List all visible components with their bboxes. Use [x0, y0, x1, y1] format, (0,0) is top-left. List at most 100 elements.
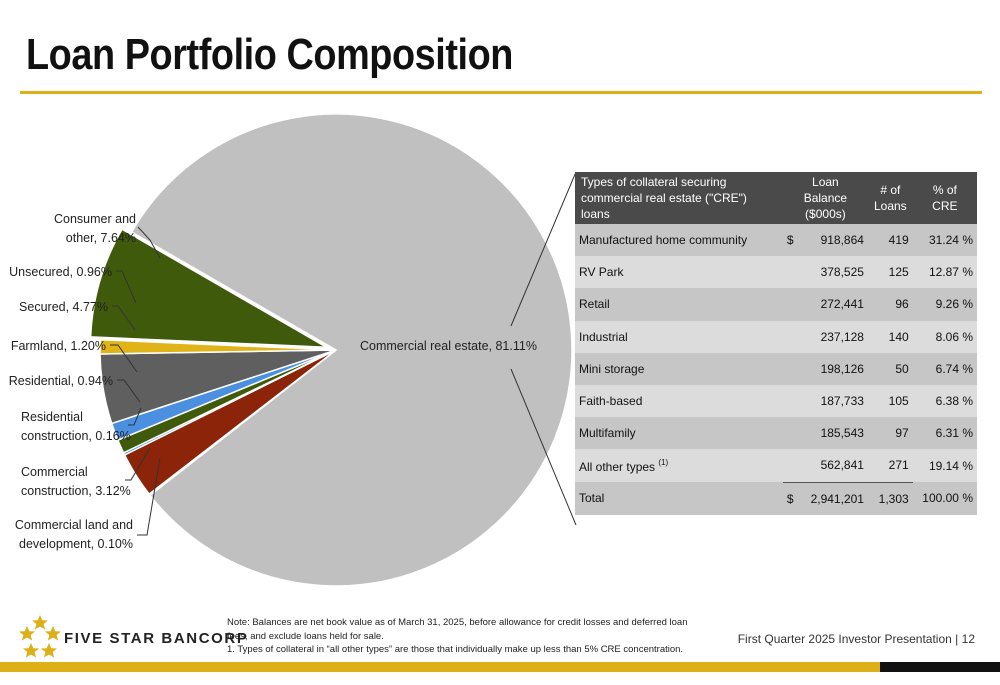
page-number: 12	[961, 632, 975, 646]
pie-slices	[89, 113, 573, 587]
label-consumer-line1: Consumer and	[54, 212, 136, 226]
header-balance-line1: Loan Balance	[803, 175, 848, 205]
cell-total-currency: $	[782, 481, 803, 515]
cre-collateral-table: Types of collateral securing commercial …	[575, 172, 977, 515]
star-icon	[19, 626, 35, 641]
header-type-line1: Types of collateral securing	[581, 175, 727, 189]
cell-loans: 96	[867, 288, 913, 321]
label-comm-land-line2: development, 0.10%	[19, 537, 133, 551]
cell-type-text: All other types	[579, 459, 656, 474]
cell-balance: 378,525	[802, 256, 868, 289]
leader-line-consumer	[137, 226, 161, 259]
label-commercial-real-estate: Commercial real estate, 81.11%	[360, 339, 537, 353]
cell-loans: 125	[867, 256, 913, 289]
footer-bar-black	[880, 662, 1000, 672]
leader-line-farmland	[110, 344, 138, 373]
presentation-title: First Quarter 2025 Investor Presentation	[737, 632, 952, 646]
star-icon	[23, 643, 39, 658]
cell-balance: 562,841	[802, 449, 868, 482]
cell-pct: 6.31 %	[912, 417, 977, 450]
header-type-line2: commercial real estate ("CRE") loans	[581, 191, 747, 221]
cell-total-balance: 2,941,201	[802, 481, 868, 515]
leader-line-res-construction	[128, 407, 142, 426]
label-comm-land-line1: Commercial land and	[15, 518, 133, 532]
header-loan-balance: Loan Balance ($000s)	[782, 172, 868, 224]
cell-currency	[782, 320, 803, 353]
cell-type: Faith-based	[575, 384, 783, 418]
cell-pct: 6.74 %	[912, 352, 977, 385]
footer-separator: |	[955, 632, 959, 646]
cell-loans: 105	[867, 384, 913, 418]
star-icon	[45, 626, 61, 641]
cell-type: Multifamily	[575, 417, 783, 450]
label-unsecured: Unsecured, 0.96%	[9, 265, 112, 279]
label-comm-construction-line2: construction, 3.12%	[21, 484, 131, 498]
table-row: Industrial 237,128 140 8.06 %	[575, 320, 977, 353]
leader-line-residential	[117, 379, 141, 403]
cell-balance: 237,128	[802, 320, 868, 353]
star-icon	[32, 615, 48, 630]
label-secured: Secured, 4.77%	[19, 300, 108, 314]
table-row: Multifamily 185,543 97 6.31 %	[575, 417, 977, 450]
header-loans-line1: # of	[880, 183, 901, 197]
cell-currency	[782, 384, 803, 418]
leader-line-unsecured	[116, 270, 137, 304]
cell-balance: 198,126	[802, 352, 868, 385]
cell-loans: 97	[867, 417, 913, 450]
table-row: Mini storage 198,126 50 6.74 %	[575, 352, 977, 385]
leader-line-comm-construction	[125, 447, 151, 481]
presentation-footer: First Quarter 2025 Investor Presentation…	[738, 632, 975, 646]
cell-balance: 185,543	[802, 417, 868, 450]
cell-currency	[782, 449, 803, 482]
callout-connector-lines	[510, 171, 577, 526]
table-row: All other types (1) 562,841 271 19.14 %	[575, 449, 977, 482]
cell-total-label: Total	[575, 482, 783, 515]
page-title: Loan Portfolio Composition	[26, 30, 513, 79]
table-row: Retail 272,441 96 9.26 %	[575, 288, 977, 321]
star-icon	[41, 643, 57, 658]
pie-slice-unsecured	[99, 338, 337, 355]
cell-currency	[782, 256, 803, 289]
connector-bottom	[510, 368, 577, 526]
pie-slice-consumer-and-other	[89, 228, 327, 348]
cell-balance: 187,733	[802, 384, 868, 418]
header-collateral-type: Types of collateral securing commercial …	[575, 172, 783, 224]
footer-color-bar	[0, 662, 1000, 672]
table-row: RV Park 378,525 125 12.87 %	[575, 256, 977, 289]
cell-type: All other types (1)	[575, 449, 783, 482]
cell-pct: 12.87 %	[912, 256, 977, 289]
cell-currency	[782, 417, 803, 450]
cell-loans: 271	[867, 449, 913, 482]
table-row: Faith-based 187,733 105 6.38 %	[575, 384, 977, 418]
footer-bar-gold	[0, 662, 880, 672]
cell-pct: 31.24 %	[912, 224, 977, 257]
label-farmland: Farmland, 1.20%	[11, 339, 106, 353]
brand-name: FIVE STAR BANCORP	[64, 630, 249, 647]
cell-total-pct: 100.00 %	[912, 482, 977, 515]
label-comm-construction-line1: Commercial	[21, 465, 88, 479]
table-header-row: Types of collateral securing commercial …	[575, 172, 977, 224]
leader-line-secured	[112, 305, 136, 331]
table-total-row: Total $ 2,941,201 1,303 100.00 %	[575, 481, 977, 515]
footnote-marker: (1)	[658, 457, 669, 467]
footnotes: Note: Balances are net book value as of …	[227, 616, 707, 657]
slice-labels: Consumer and other, 7.64% Unsecured, 0.9…	[9, 212, 537, 551]
note-other-types: 1. Types of collateral in “all other typ…	[227, 644, 684, 655]
cell-type: Retail	[575, 288, 783, 321]
cell-pct: 6.38 %	[912, 384, 977, 418]
cell-type: Mini storage	[575, 352, 783, 385]
pie-slice-commercial-real-estate	[130, 113, 573, 587]
label-res-construction-line2: construction, 0.16%	[21, 429, 131, 443]
header-pct-of-cre: % of CRE	[912, 172, 977, 224]
cell-balance: 272,441	[802, 288, 868, 321]
header-loans-line2: Loans	[873, 199, 907, 213]
cell-balance: 918,864	[802, 224, 868, 257]
label-residential: Residential, 0.94%	[9, 374, 113, 388]
title-divider	[20, 91, 982, 94]
five-star-logo-icon	[19, 615, 61, 658]
cell-pct: 19.14 %	[912, 449, 977, 482]
label-consumer-line2: other, 7.64%	[66, 231, 136, 245]
cell-type: Industrial	[575, 320, 783, 353]
label-leader-lines	[110, 226, 161, 536]
cell-type: Manufactured home community	[575, 224, 783, 257]
